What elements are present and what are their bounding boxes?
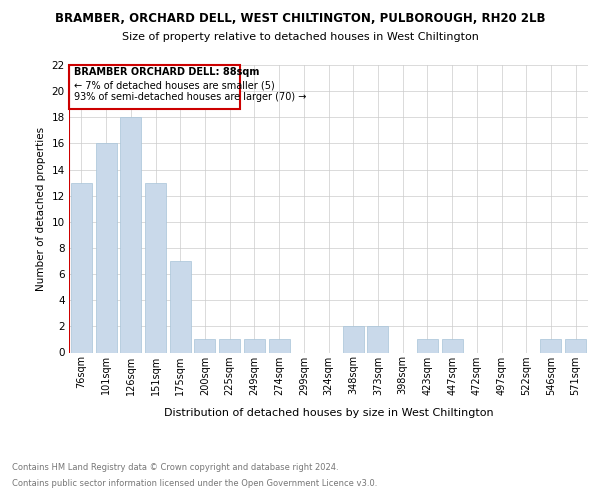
Bar xyxy=(269,340,290,352)
Text: Size of property relative to detached houses in West Chiltington: Size of property relative to detached ho… xyxy=(122,32,478,42)
Bar xyxy=(95,144,116,352)
Bar xyxy=(343,326,364,352)
Text: ← 7% of detached houses are smaller (5): ← 7% of detached houses are smaller (5) xyxy=(74,80,275,90)
Text: 93% of semi-detached houses are larger (70) →: 93% of semi-detached houses are larger (… xyxy=(74,92,307,102)
Bar xyxy=(442,340,463,352)
Bar xyxy=(565,340,586,352)
Bar xyxy=(541,340,562,352)
Text: Distribution of detached houses by size in West Chiltington: Distribution of detached houses by size … xyxy=(164,408,494,418)
Bar xyxy=(120,118,141,352)
Text: Contains public sector information licensed under the Open Government Licence v3: Contains public sector information licen… xyxy=(12,478,377,488)
Text: BRAMBER ORCHARD DELL: 88sqm: BRAMBER ORCHARD DELL: 88sqm xyxy=(74,68,259,78)
FancyBboxPatch shape xyxy=(69,65,239,109)
Bar xyxy=(194,340,215,352)
Bar xyxy=(219,340,240,352)
Text: BRAMBER, ORCHARD DELL, WEST CHILTINGTON, PULBOROUGH, RH20 2LB: BRAMBER, ORCHARD DELL, WEST CHILTINGTON,… xyxy=(55,12,545,26)
Bar xyxy=(145,182,166,352)
Bar xyxy=(71,182,92,352)
Bar xyxy=(367,326,388,352)
Bar xyxy=(170,261,191,352)
Text: Contains HM Land Registry data © Crown copyright and database right 2024.: Contains HM Land Registry data © Crown c… xyxy=(12,462,338,471)
Y-axis label: Number of detached properties: Number of detached properties xyxy=(36,126,46,291)
Bar xyxy=(244,340,265,352)
Bar xyxy=(417,340,438,352)
